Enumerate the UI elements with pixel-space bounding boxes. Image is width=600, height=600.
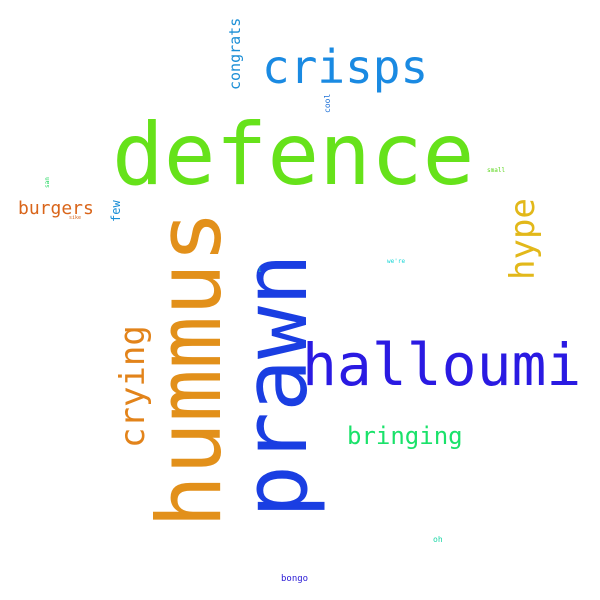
word-burgers: burgers xyxy=(18,198,94,219)
word-sike: sike xyxy=(69,215,82,221)
word-crisps: crisps xyxy=(262,40,429,94)
word-halloumi: halloumi xyxy=(302,331,582,399)
word-oh: oh xyxy=(433,535,443,544)
word-few: few xyxy=(109,200,123,222)
word-san: san xyxy=(44,177,51,188)
word-crying: crying xyxy=(113,325,153,448)
word-hype: hype xyxy=(503,198,543,280)
word-bongo: bongo xyxy=(281,574,309,584)
word-small: small xyxy=(487,167,506,174)
word-bringing: bringing xyxy=(347,422,463,450)
word-congrats: congrats xyxy=(226,17,244,90)
word-were: we're xyxy=(387,258,406,265)
word-defence: defence xyxy=(112,105,475,205)
word-hummus: hummus xyxy=(138,210,241,528)
word-cool: cool xyxy=(323,93,332,113)
word-i: i xyxy=(258,267,262,274)
